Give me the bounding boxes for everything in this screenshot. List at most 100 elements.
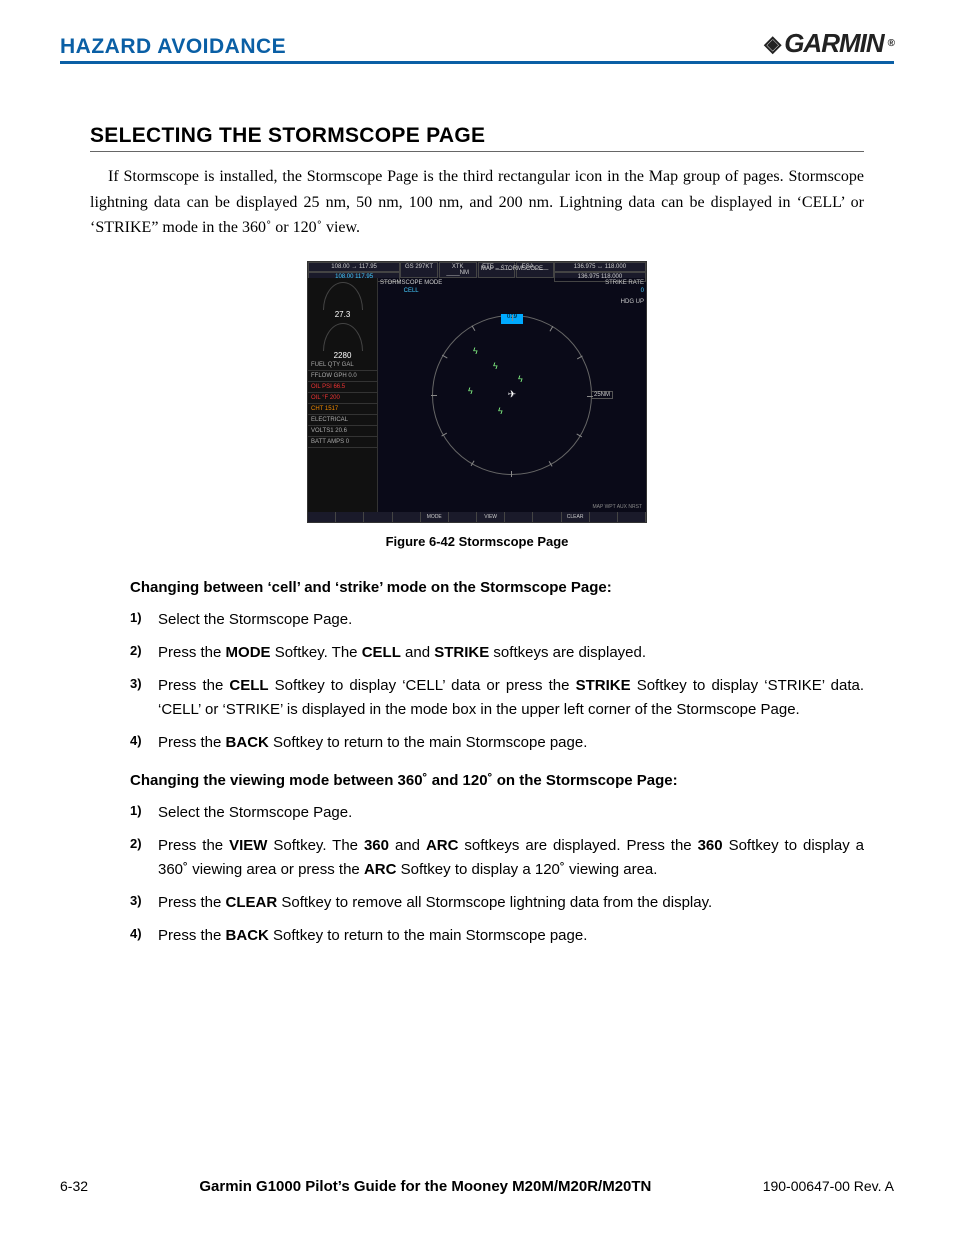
step-text: Softkey to display a 120˚ viewing area. (396, 861, 657, 878)
footer-page-number: 6-32 (60, 1178, 88, 1194)
ss-tick (441, 432, 447, 436)
step-text: Press the (158, 644, 226, 661)
logo-text: GARMIN (784, 28, 883, 59)
ss-softkey[interactable] (505, 512, 533, 522)
lightning-icon: ϟ (493, 361, 498, 371)
ss-cht: CHT 1517 (308, 404, 377, 415)
ss-softkey[interactable] (308, 512, 336, 522)
ss-softkey-clear[interactable]: CLEAR (562, 512, 590, 522)
logo-registered-icon: ® (888, 38, 894, 49)
ss-softkey[interactable] (590, 512, 618, 522)
step-bold: CELL (362, 644, 401, 661)
step-text: Softkey. The (271, 644, 362, 661)
footer-revision: 190-00647-00 Rev. A (763, 1178, 894, 1194)
ss-tick (587, 396, 593, 397)
step-text: and (401, 644, 434, 661)
ss-softkey[interactable] (364, 512, 392, 522)
procedure-1-steps: Select the Stormscope Page. Press the MO… (130, 608, 864, 754)
ss-electrical-label: ELECTRICAL (308, 415, 377, 426)
header-title: HAZARD AVOIDANCE (60, 35, 286, 59)
step: Press the BACK Softkey to return to the … (130, 731, 864, 754)
step-bold: VIEW (229, 837, 267, 854)
step: Select the Stormscope Page. (130, 801, 864, 824)
ss-map-label: MAP – STORMSCOPE (481, 266, 543, 272)
step-bold: ARC (364, 861, 397, 878)
ss-rpm-value: 2280 (308, 351, 377, 360)
step-bold: BACK (226, 734, 269, 751)
step: Press the MODE Softkey. The CELL and STR… (130, 641, 864, 664)
lightning-icon: ϟ (518, 374, 523, 384)
ss-compass-rose: 019 25NM ϟ ϟ ϟ ϟ ϟ ✈ (432, 315, 592, 475)
step-text: softkeys are displayed. Press the (458, 837, 697, 854)
intro-paragraph: If Stormscope is installed, the Stormsco… (90, 164, 864, 241)
ss-fflow: FFLOW GPH 0.0 (308, 371, 377, 382)
ss-oil-psi: OIL PSI 66.5 (308, 382, 377, 393)
procedure-2-steps: Select the Stormscope Page. Press the VI… (130, 801, 864, 947)
ss-tick (472, 325, 476, 331)
step-bold: STRIKE (576, 677, 631, 694)
procedure-1-title: Changing between ‘cell’ and ‘strike’ mod… (130, 579, 864, 596)
ss-man-gauge (323, 282, 363, 310)
step-text: Press the (158, 677, 229, 694)
step-text: Softkey to display ‘CELL’ data or press … (269, 677, 576, 694)
ss-xtk: XTK ____NM (439, 262, 477, 278)
ss-rate-box: STRIKE RATE 0 HDG UP (605, 280, 644, 307)
ss-tick (511, 471, 512, 477)
step-text: Softkey. The (267, 837, 364, 854)
ss-rpm-gauge (323, 323, 363, 351)
ss-fuel-qty: FUEL QTY GAL (308, 360, 377, 371)
step-bold: CLEAR (226, 894, 278, 911)
step-bold: CELL (229, 677, 268, 694)
step-text: Press the (158, 837, 229, 854)
step-text: Softkey to return to the main Stormscope… (269, 734, 588, 751)
step-text: and (389, 837, 426, 854)
step: Press the CELL Softkey to display ‘CELL’… (130, 674, 864, 721)
step-text: Softkey to return to the main Stormscope… (269, 927, 588, 944)
step-bold: STRIKE (434, 644, 489, 661)
ss-rate-label: STRIKE RATE (605, 280, 644, 288)
ss-main-area: STORMSCOPE MODE CELL MAP – STORMSCOPE ST… (378, 278, 646, 512)
ss-softkey[interactable] (393, 512, 421, 522)
figure-caption: Figure 6-42 Stormscope Page (60, 534, 894, 549)
ss-com1: 136.975 ↔ 118.000 (554, 262, 646, 272)
aircraft-icon: ✈ (508, 389, 516, 400)
garmin-logo: ◈ GARMIN® (764, 28, 894, 59)
step-bold: MODE (226, 644, 271, 661)
ss-pages-label: MAP WPT AUX NRST (592, 504, 642, 510)
ss-tick (471, 460, 475, 466)
ss-softkey-view[interactable]: VIEW (477, 512, 505, 522)
ss-range-label: 25NM (591, 391, 613, 399)
ss-amps: BATT AMPS 0 (308, 437, 377, 448)
ss-softkey[interactable] (618, 512, 646, 522)
lightning-icon: ϟ (468, 386, 473, 396)
ss-hdg: HDG UP (605, 299, 644, 307)
ss-tick (577, 355, 583, 359)
stormscope-screenshot: 108.00 → 117.95 108.00 117.95 GS 297KT X… (307, 261, 647, 523)
step-text: Select the Stormscope Page. (158, 804, 352, 821)
step-text: softkeys are displayed. (489, 644, 646, 661)
ss-mode-value: CELL (380, 288, 442, 296)
ss-mode-label: STORMSCOPE MODE (380, 280, 442, 288)
ss-man-value: 27.3 (308, 310, 377, 319)
step-bold: 360 (698, 837, 723, 854)
procedure-2-title: Changing the viewing mode between 360˚ a… (130, 772, 864, 789)
ss-tick (576, 433, 582, 437)
step: Select the Stormscope Page. (130, 608, 864, 631)
step-text: Press the (158, 927, 226, 944)
ss-engine-strip: 27.3 2280 FUEL QTY GAL FFLOW GPH 0.0 OIL… (308, 278, 378, 512)
figure-wrapper: 108.00 → 117.95 108.00 117.95 GS 297KT X… (60, 261, 894, 549)
section-title: SELECTING THE STORMSCOPE PAGE (90, 124, 864, 152)
ss-oil-f: OIL °F 200 (308, 393, 377, 404)
ss-softkey-bar: MODE VIEW CLEAR (308, 512, 646, 522)
ss-softkey[interactable] (449, 512, 477, 522)
step: Press the BACK Softkey to return to the … (130, 924, 864, 947)
page-footer: 6-32 Garmin G1000 Pilot’s Guide for the … (60, 1178, 894, 1195)
ss-softkey[interactable] (533, 512, 561, 522)
ss-softkey[interactable] (336, 512, 364, 522)
ss-tick (431, 395, 437, 396)
step-text: Softkey to remove all Stormscope lightni… (277, 894, 712, 911)
lightning-icon: ϟ (498, 406, 503, 416)
ss-softkey-mode[interactable]: MODE (421, 512, 449, 522)
ss-gs: GS 297KT (400, 262, 438, 278)
ss-mode-box: STORMSCOPE MODE CELL (380, 280, 442, 296)
